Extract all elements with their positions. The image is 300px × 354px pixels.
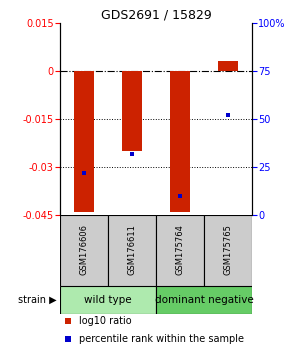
Bar — [156, 215, 204, 286]
Text: GSM176606: GSM176606 — [80, 224, 88, 275]
Bar — [60, 286, 156, 314]
Bar — [170, 71, 190, 212]
Bar — [60, 215, 108, 286]
Bar — [122, 71, 142, 151]
Title: GDS2691 / 15829: GDS2691 / 15829 — [100, 9, 212, 22]
Text: GSM175764: GSM175764 — [176, 224, 184, 275]
Bar — [156, 286, 252, 314]
Text: percentile rank within the sample: percentile rank within the sample — [79, 334, 244, 344]
Bar — [218, 62, 238, 71]
Text: wild type: wild type — [84, 295, 132, 305]
Bar — [74, 71, 94, 212]
Bar — [204, 215, 252, 286]
Text: log10 ratio: log10 ratio — [79, 316, 132, 326]
Text: dominant negative: dominant negative — [154, 295, 254, 305]
Bar — [108, 215, 156, 286]
Text: GSM175765: GSM175765 — [224, 224, 232, 275]
Text: GSM176611: GSM176611 — [128, 224, 136, 275]
Text: strain ▶: strain ▶ — [18, 295, 57, 305]
